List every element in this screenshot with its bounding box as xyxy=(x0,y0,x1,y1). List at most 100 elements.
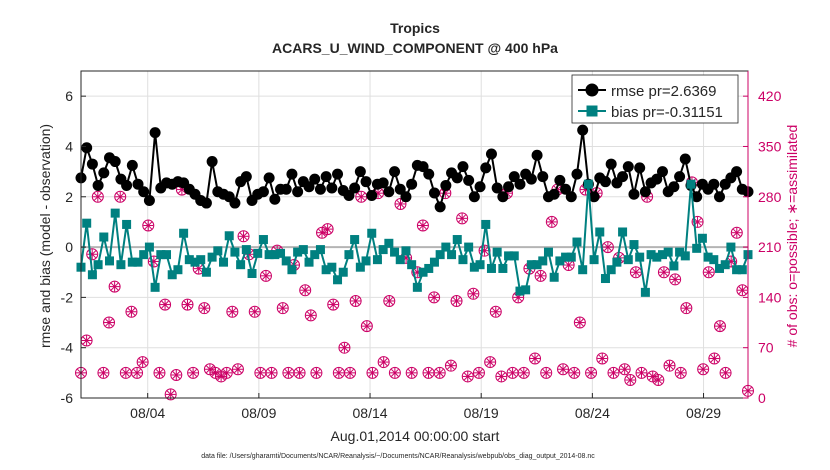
asterisk-stroke xyxy=(217,372,226,381)
possible-obs-marker xyxy=(573,316,586,329)
asterisk-stroke xyxy=(306,311,315,320)
assimilated-obs-marker xyxy=(664,360,675,371)
asterisk-stroke xyxy=(93,192,102,201)
bias-point xyxy=(281,256,291,266)
asterisk-stroke xyxy=(660,268,668,277)
assimilated-obs-marker xyxy=(328,299,339,310)
possible-obs-marker xyxy=(125,305,138,318)
rmse-point xyxy=(440,179,452,191)
possible-obs-marker xyxy=(338,341,351,354)
legend-bias-marker xyxy=(586,105,598,117)
rmse-point xyxy=(360,176,372,188)
asterisk-stroke xyxy=(295,368,304,377)
rmse-point xyxy=(354,166,366,178)
rmse-point xyxy=(468,191,480,203)
bias-point xyxy=(697,233,707,243)
assimilated-obs-marker xyxy=(171,370,182,381)
asterisk-stroke xyxy=(603,243,612,251)
assimilated-obs-marker xyxy=(350,295,361,306)
y-left-tick-label: 6 xyxy=(65,88,73,104)
assimilated-obs-marker xyxy=(188,367,199,378)
assimilated-obs-marker xyxy=(260,270,271,281)
asterisk-stroke xyxy=(262,271,270,280)
assimilated-obs-marker xyxy=(569,367,580,378)
bias-point xyxy=(732,265,742,275)
rmse-point xyxy=(121,179,133,191)
asterisk-stroke xyxy=(732,228,741,237)
bias-point xyxy=(606,265,616,275)
assimilated-obs-marker xyxy=(216,371,227,382)
bias-point xyxy=(344,250,354,260)
rmse-point xyxy=(428,187,440,199)
bias-point xyxy=(184,255,194,265)
x-tick-label: 08/19 xyxy=(464,405,499,421)
assimilated-obs-marker xyxy=(417,220,428,231)
rmse-point xyxy=(423,168,435,180)
asterisk-stroke xyxy=(469,289,478,298)
assimilated-obs-marker xyxy=(227,306,238,317)
rmse-point xyxy=(400,191,412,203)
assimilated-obs-marker xyxy=(720,367,731,378)
assimilated-obs-marker xyxy=(204,364,215,375)
asterisk-stroke xyxy=(575,318,584,327)
possible-obs-marker xyxy=(86,248,99,261)
assimilated-obs-marker xyxy=(115,191,126,202)
y-right-tick-label: 420 xyxy=(758,88,782,104)
rmse-point xyxy=(565,191,577,203)
rmse-point xyxy=(628,188,640,200)
bias-point xyxy=(538,256,548,266)
assimilated-obs-marker xyxy=(423,367,434,378)
assimilated-obs-marker xyxy=(485,357,496,368)
assimilated-obs-marker xyxy=(395,198,406,209)
bias-point xyxy=(498,263,508,273)
y-right-tick-label: 280 xyxy=(758,189,782,205)
bias-point xyxy=(293,247,303,257)
assimilated-obs-marker xyxy=(317,227,328,238)
assimilated-obs-marker xyxy=(182,299,193,310)
assimilated-obs-marker xyxy=(221,367,232,378)
bias-point xyxy=(122,219,132,229)
assimilated-obs-marker xyxy=(731,227,742,238)
possible-obs-marker xyxy=(293,366,306,379)
assimilated-obs-marker xyxy=(126,306,137,317)
bias-point xyxy=(264,250,274,260)
assimilated-obs-marker xyxy=(378,357,389,368)
rmse-point xyxy=(417,161,429,173)
possible-obs-marker xyxy=(265,366,278,379)
bias-point xyxy=(213,246,223,256)
assimilated-obs-marker xyxy=(361,321,372,332)
possible-obs-marker xyxy=(730,226,743,239)
asterisk-stroke xyxy=(228,307,237,316)
possible-obs-marker xyxy=(472,366,485,379)
asterisk-stroke xyxy=(362,322,371,331)
bias-point xyxy=(669,261,679,271)
rmse-point xyxy=(434,201,446,213)
bias-point xyxy=(310,250,320,260)
rmse-point xyxy=(263,172,275,184)
bias-point xyxy=(583,179,593,189)
bias-point xyxy=(407,260,417,270)
rmse-point xyxy=(531,149,543,161)
legend-rmse-label: rmse pr=2.6369 xyxy=(611,83,716,100)
asterisk-stroke xyxy=(710,354,719,363)
possible-obs-marker xyxy=(456,212,469,225)
rmse-point xyxy=(280,183,292,195)
asterisk-stroke xyxy=(570,368,579,377)
bias-point xyxy=(150,282,160,292)
assimilated-obs-marker xyxy=(714,321,725,332)
bias-point xyxy=(612,257,622,267)
possible-obs-marker xyxy=(103,316,116,329)
rmse-point xyxy=(240,171,252,183)
bias-point xyxy=(720,260,730,270)
bias-point xyxy=(196,255,206,265)
rmse-point xyxy=(309,173,321,185)
bias-point xyxy=(686,179,696,189)
asterisk-stroke xyxy=(704,268,713,277)
possible-obs-marker xyxy=(181,298,194,311)
y-left-tick-label: -4 xyxy=(61,340,74,356)
bias-point xyxy=(162,250,172,260)
rmse-point xyxy=(303,181,315,193)
rmse-point xyxy=(480,162,492,174)
bias-point xyxy=(116,260,126,270)
assimilated-obs-marker xyxy=(535,270,546,281)
